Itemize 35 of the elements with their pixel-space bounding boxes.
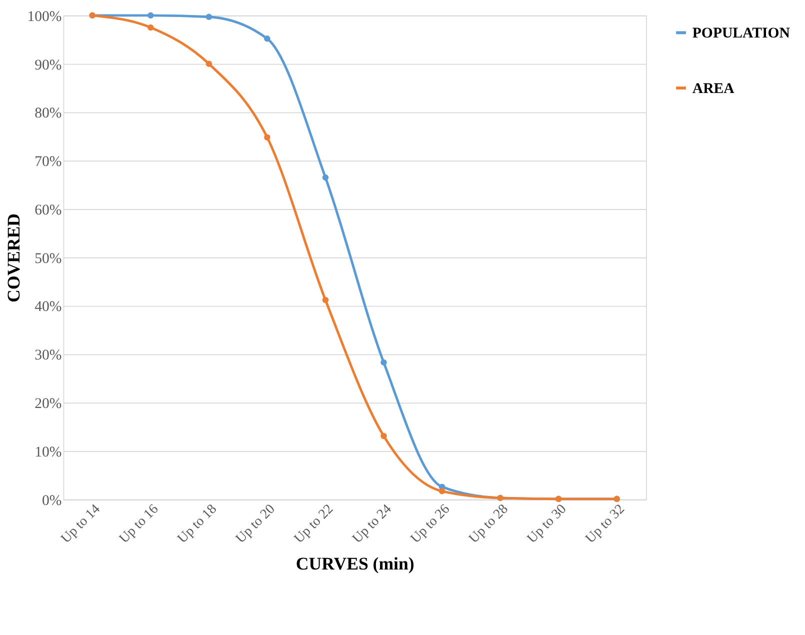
y-tick-label: 80%: [34, 106, 62, 122]
y-tick-label: 20%: [34, 396, 62, 412]
x-tick-label: Up to 16: [116, 501, 161, 546]
x-tick-label: Up to 22: [290, 501, 336, 546]
x-axis-title: CURVES (min): [296, 554, 414, 574]
y-tick-label: 70%: [34, 154, 62, 170]
legend-label: AREA: [692, 80, 735, 97]
y-tick-label: 30%: [34, 348, 62, 364]
point: [438, 488, 446, 494]
y-tick-label: 50%: [34, 250, 62, 267]
y-tick-label: 0%: [42, 492, 62, 509]
x-tick-label: Up to 24: [349, 501, 394, 546]
point: [380, 359, 387, 366]
y-tick-label: 100%: [27, 8, 62, 25]
legend-label: POPULATION: [692, 26, 790, 42]
y-tick-label: 90%: [34, 57, 62, 74]
point: [148, 12, 154, 19]
x-tick-label: Up to 30: [524, 501, 569, 546]
x-tick-label: Up to 28: [466, 501, 511, 546]
y-tick-label: 60%: [34, 202, 62, 218]
x-tick-label: Up to 32: [582, 501, 628, 546]
point: [206, 60, 212, 67]
point: [206, 14, 212, 20]
point: [322, 174, 329, 181]
y-tick-label: 40%: [34, 299, 62, 316]
point: [148, 24, 154, 31]
y-axis-title: COVERED: [3, 213, 24, 302]
y-tick-label: 10%: [34, 444, 62, 460]
x-tick-label: Up to 18: [174, 501, 220, 546]
x-tick-label: Up to 20: [232, 501, 278, 546]
point: [380, 432, 387, 440]
point: [264, 36, 270, 42]
x-tick-label: Up to 26: [408, 501, 452, 546]
point: [322, 296, 329, 304]
point: [264, 134, 270, 141]
